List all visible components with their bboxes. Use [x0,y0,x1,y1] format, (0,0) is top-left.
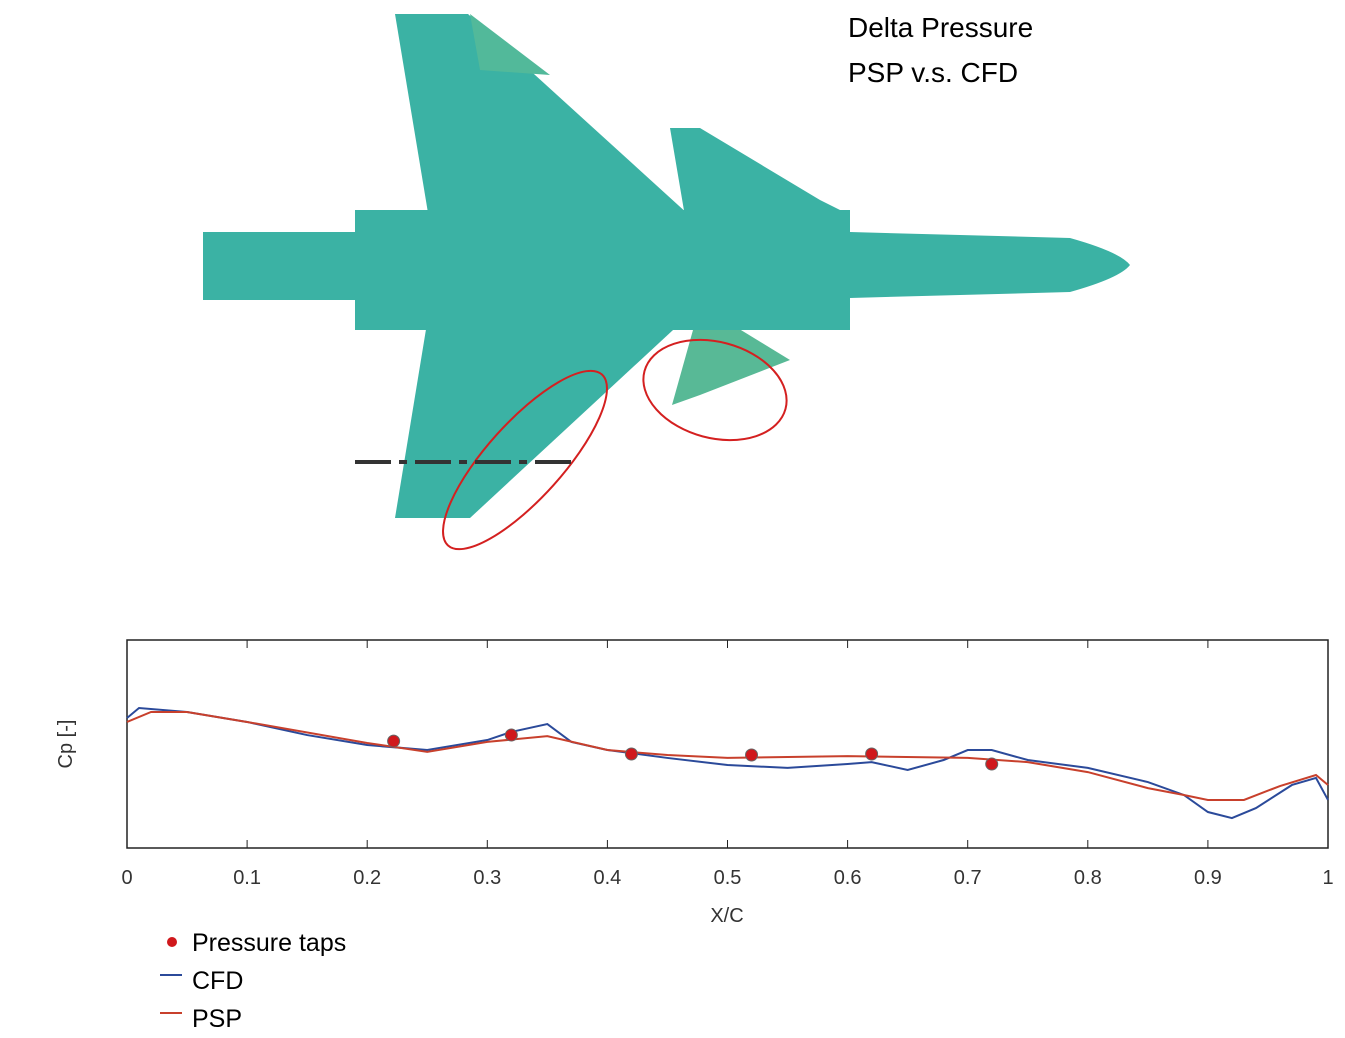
tap-point [986,758,998,770]
nose [850,232,1130,298]
legend: Pressure taps CFD PSP [160,929,346,1033]
tap-point [505,729,517,741]
aircraft [203,14,1130,571]
x-tick-label: 0.5 [714,867,742,889]
legend-label: PSP [192,1005,242,1033]
x-tick-label: 0.9 [1194,867,1222,889]
wing-tip [470,14,550,75]
upper-wing [395,14,700,225]
x-tick-label: 0.4 [593,867,621,889]
legend-label: CFD [192,967,243,995]
x-tick-label: 0 [121,867,132,889]
title: Delta Pressure [848,12,1033,43]
tap-point [866,748,878,760]
x-tick-label: 0.7 [954,867,982,889]
legend-marker [167,937,177,947]
tap-point [388,735,400,747]
legend-label: Pressure taps [192,929,346,957]
x-tick-label: 0.1 [233,867,261,889]
x-tick-label: 0.3 [473,867,501,889]
subtitle: PSP v.s. CFD [848,57,1018,88]
y-axis-label: Cp [-] [55,720,77,769]
plot-frame [127,640,1328,848]
lower-wing [395,305,700,518]
x-axis-label: X/C [710,905,743,927]
tap-point [625,748,637,760]
x-tick-label: 0.8 [1074,867,1102,889]
x-tick-label: 0.2 [353,867,381,889]
x-tick-label: 0.6 [834,867,862,889]
body [355,210,850,330]
x-tick-label: 1 [1322,867,1333,889]
tap-point [746,749,758,761]
figure: Delta Pressure PSP v.s. CFD X/C Cp [-] P… [0,0,1345,1033]
tail [203,232,355,300]
